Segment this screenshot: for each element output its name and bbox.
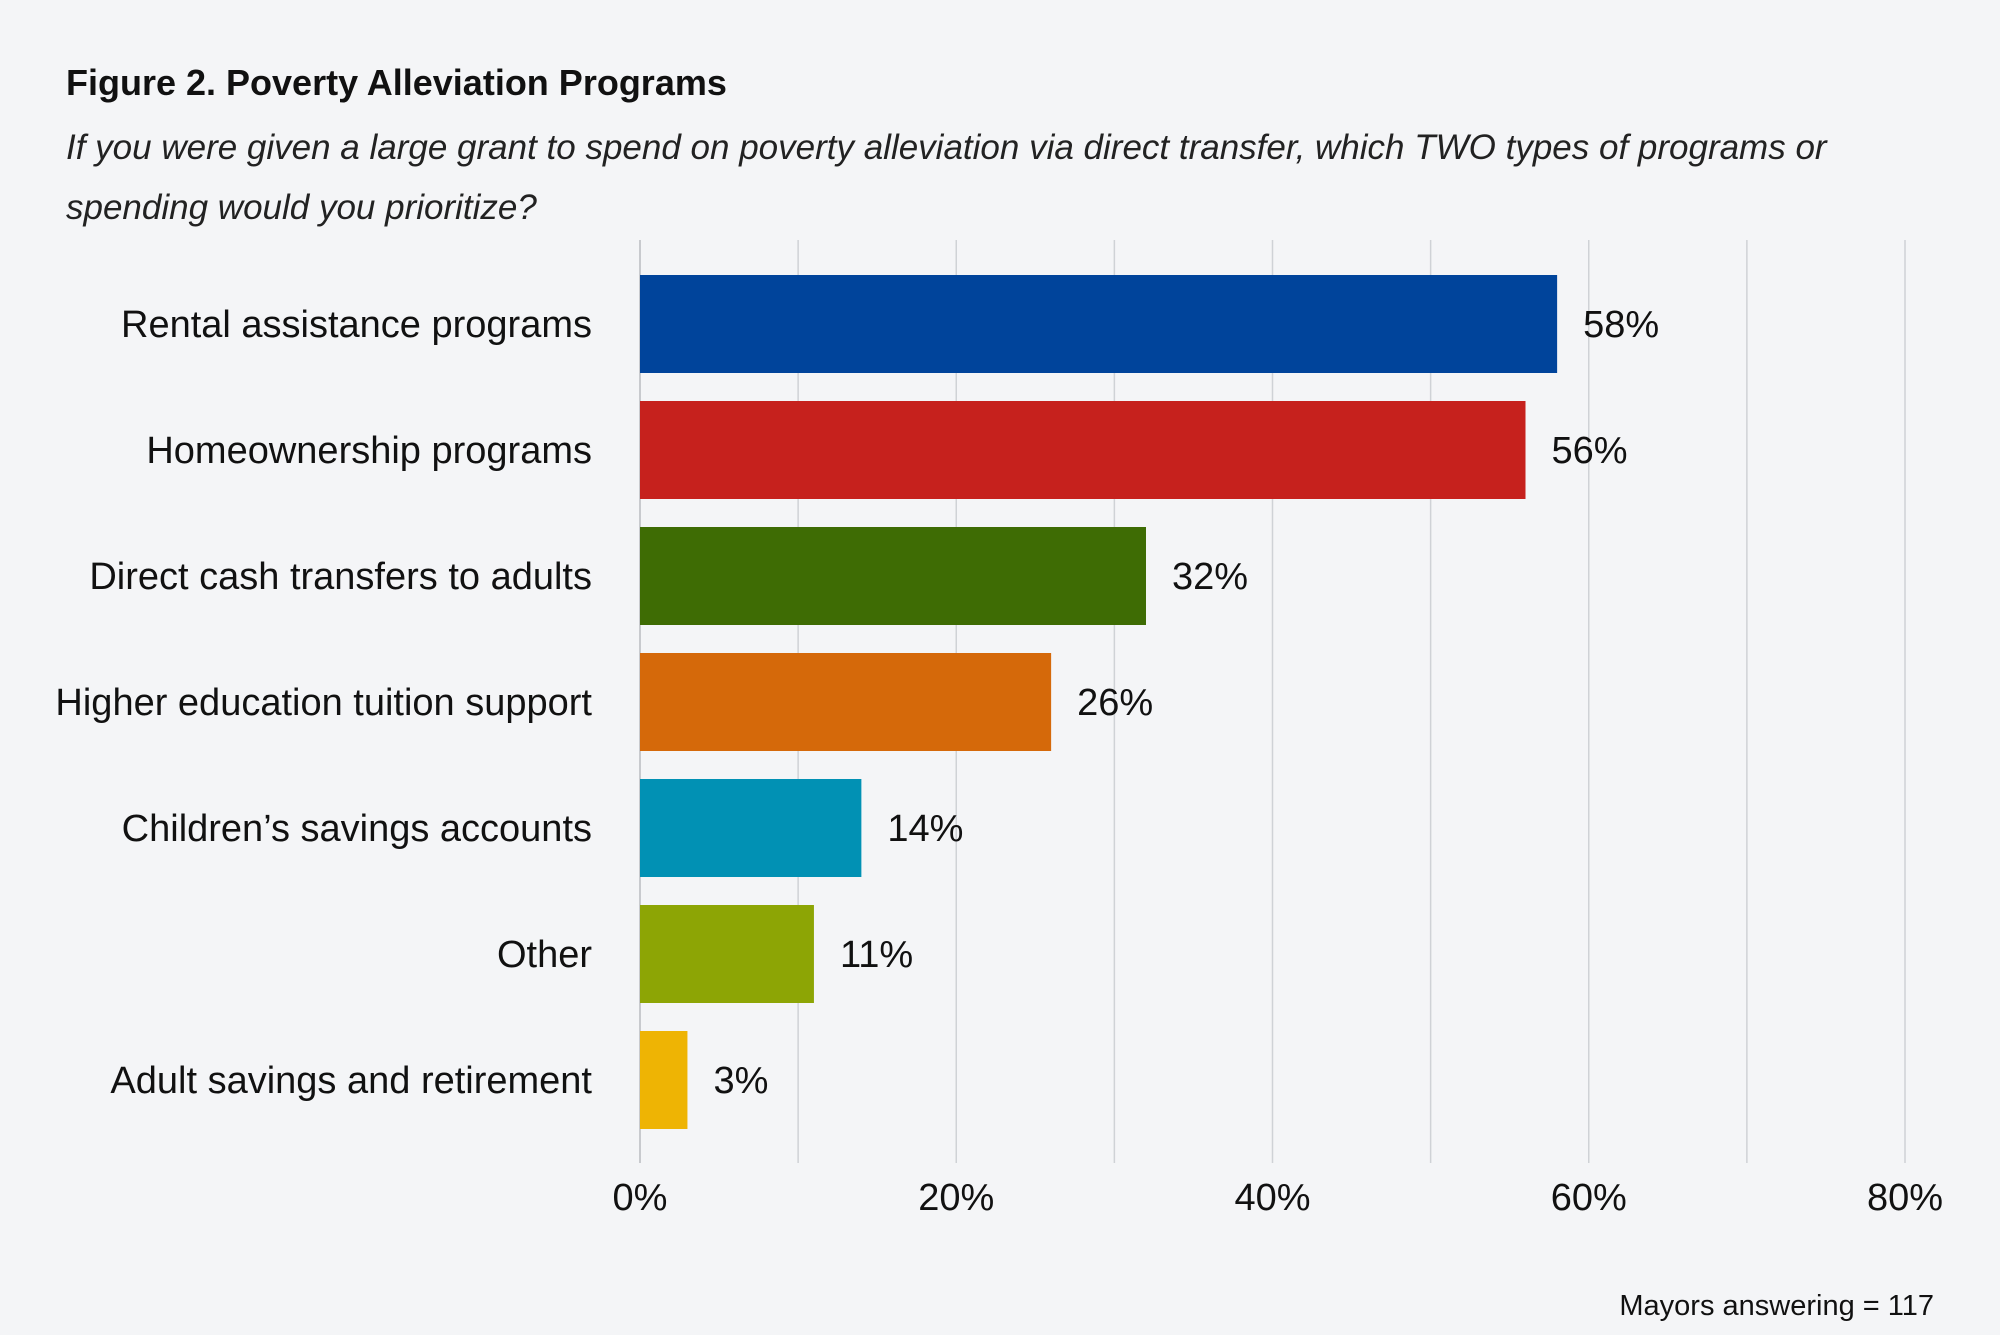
bar <box>640 401 1526 499</box>
tick-label: 80% <box>1867 1177 1943 1219</box>
category-label: Direct cash transfers to adults <box>89 556 592 598</box>
data-label: 56% <box>1552 430 1628 472</box>
data-label: 14% <box>887 808 963 850</box>
tick-label: 20% <box>918 1177 994 1219</box>
category-label: Children’s savings accounts <box>122 808 592 850</box>
bar <box>640 275 1558 373</box>
data-label: 26% <box>1077 682 1153 724</box>
category-label: Adult savings and retirement <box>110 1060 592 1102</box>
bar <box>640 1031 688 1129</box>
data-label: 32% <box>1172 556 1248 598</box>
data-label: 11% <box>840 934 913 976</box>
bar <box>640 905 814 1003</box>
category-label: Higher education tuition support <box>55 682 592 724</box>
chart-title: Figure 2. Poverty Alleviation Programs <box>66 62 727 103</box>
category-label: Homeownership programs <box>146 430 592 472</box>
sample-size-note: Mayors answering = 117 <box>1619 1290 1934 1322</box>
bar <box>640 527 1146 625</box>
value-labels: 58% 56% 32% 26% 14% 11% 3% <box>713 304 1659 1102</box>
chart-subtitle: If you were given a large grant to spend… <box>66 128 1827 227</box>
category-label: Other <box>497 934 592 976</box>
tick-label: 0% <box>613 1177 668 1219</box>
category-labels: Rental assistance programs Homeownership … <box>55 304 592 1102</box>
bar <box>640 779 862 877</box>
data-label: 58% <box>1583 304 1659 346</box>
tick-label: 60% <box>1551 1177 1627 1219</box>
x-axis-tick-labels: 0% 20% 40% 60% 80% <box>613 1177 1943 1219</box>
bars <box>640 275 1558 1129</box>
category-label: Rental assistance programs <box>121 304 592 346</box>
bar <box>640 653 1052 751</box>
tick-label: 40% <box>1234 1177 1310 1219</box>
data-label: 3% <box>713 1060 768 1102</box>
